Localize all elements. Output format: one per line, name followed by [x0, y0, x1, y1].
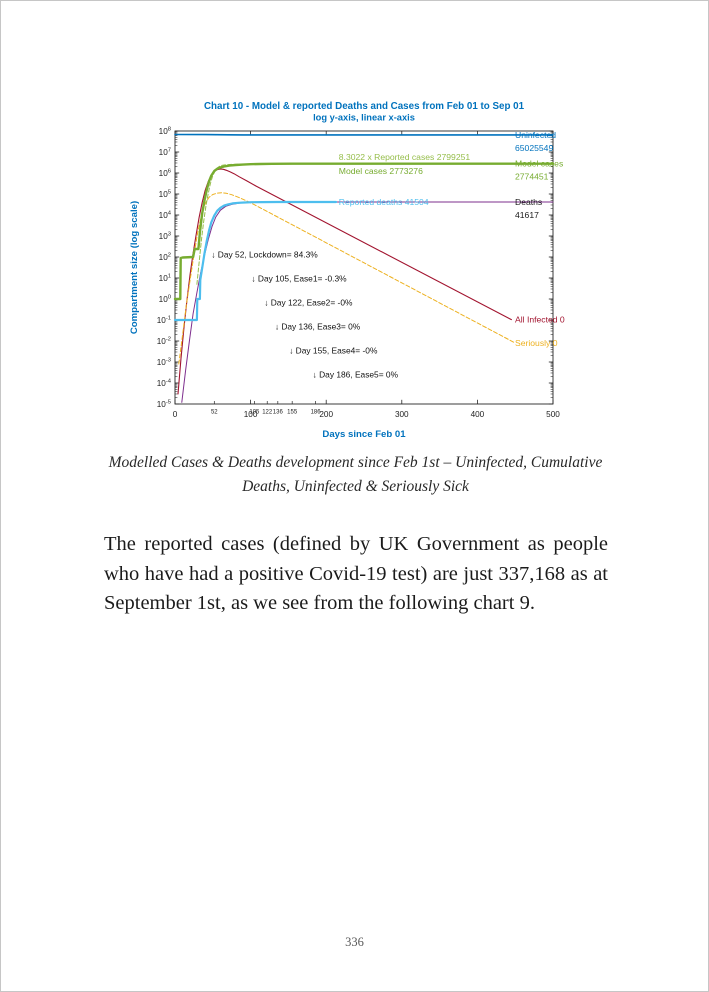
y-axis-label: Compartment size (log scale): [129, 201, 140, 334]
right-label-41617: 41617: [515, 210, 539, 220]
event-annotation-day-155: ↓ Day 155, Ease4= -0%: [289, 346, 378, 356]
y-tick-label: 10-2: [157, 336, 171, 346]
y-tick-label: 103: [159, 231, 171, 241]
x-tick-label: 200: [319, 410, 333, 419]
x-event-tick-label: 186: [311, 410, 322, 416]
x-tick-label: 300: [395, 410, 409, 419]
y-tick-label: 105: [159, 189, 171, 199]
y-tick-label: 10-1: [157, 315, 171, 325]
x-event-tick-label: 105: [249, 410, 260, 416]
y-tick-label: 108: [159, 126, 171, 136]
series-model-cases: [173, 162, 555, 301]
right-label-seriously-0: Seriously 0: [515, 338, 558, 348]
right-label-2774451: 2774451: [515, 172, 549, 182]
x-axis-label: Days since Feb 01: [322, 429, 406, 440]
event-annotation-day-136: ↓ Day 136, Ease3= 0%: [275, 322, 361, 332]
right-label-all-infected-0: All Infected 0: [515, 315, 565, 325]
y-tick-label: 10-4: [157, 378, 172, 388]
chart-title: Chart 10 - Model & reported Deaths and C…: [204, 101, 525, 112]
plot-box: [174, 130, 554, 405]
caption-line-2: Deaths, Uninfected & Seriously Sick: [242, 478, 469, 495]
line-annotation-2: Reported deaths 41504: [339, 197, 429, 207]
y-tick-label: 101: [159, 273, 171, 283]
event-annotation-day-186: ↓ Day 186, Ease5= 0%: [313, 370, 399, 380]
body-paragraph: The reported cases (defined by UK Govern…: [104, 533, 608, 614]
right-label-model-cases: Model cases: [515, 159, 563, 169]
event-annotation-day-105: ↓ Day 105, Ease1= -0.3%: [251, 274, 347, 284]
chart-figure: 108 107 106 105 104 103 102 101 100 10-1 10-2 10-3 1…: [85, 95, 709, 445]
y-tick-label: 100: [159, 294, 171, 304]
caption-line-1: Modelled Cases & Deaths development sinc…: [108, 454, 603, 471]
right-label-deaths: Deaths: [515, 197, 542, 207]
figure-caption: Modelled Cases & Deaths development sinc…: [104, 451, 607, 499]
event-annotations: ↓ Day 52, Lockdown= 84.3% ↓ Day 105, Ease…: [211, 250, 398, 380]
x-tick-label: 0: [173, 410, 178, 419]
event-annotation-day-122: ↓ Day 122, Ease2= -0%: [264, 298, 353, 308]
line-annotation-1: Model cases 2773276: [339, 166, 423, 176]
x-event-tick-label: 52: [211, 410, 218, 416]
y-tick-label: 104: [159, 210, 172, 220]
y-tick-label: 10-3: [157, 357, 171, 367]
y-tick-label: 106: [159, 168, 171, 178]
chart-subtitle: log y-axis, linear x-axis: [313, 113, 415, 123]
series-scaled-reported-cases: [196, 163, 337, 285]
series-seriously-sick: [178, 192, 516, 365]
covid-model-chart: 108 107 106 105 104 103 102 101 100 10-1 10-2 10-3 1…: [129, 101, 565, 440]
x-tick-label: 100: [244, 410, 258, 419]
right-label-65025549: 65025549: [515, 143, 553, 153]
y-tick-label: 102: [159, 252, 171, 262]
y-tick-label: 10-5: [157, 399, 171, 409]
event-annotation-day-52: ↓ Day 52, Lockdown= 84.3%: [211, 250, 318, 260]
page-number: 336: [345, 935, 364, 949]
right-label-uninfected: Uninfected: [515, 130, 556, 140]
line-annotations: 8.3022 x Reported cases 2799251 Model cas…: [339, 152, 471, 207]
right-labels: Uninfected 65025549 Model cases 2774451 Deat…: [515, 130, 565, 348]
x-event-tick-label: 122: [262, 410, 273, 416]
y-tick-label: 107: [159, 147, 171, 157]
series-reported-deaths: [173, 200, 338, 322]
x-tick-label: 500: [546, 410, 560, 419]
series-group: [173, 133, 555, 403]
x-event-tick-label: 136: [273, 410, 284, 416]
x-event-tick-label: 155: [287, 410, 298, 416]
x-tick-label: 400: [471, 410, 485, 419]
line-annotation-0: 8.3022 x Reported cases 2799251: [339, 152, 471, 162]
